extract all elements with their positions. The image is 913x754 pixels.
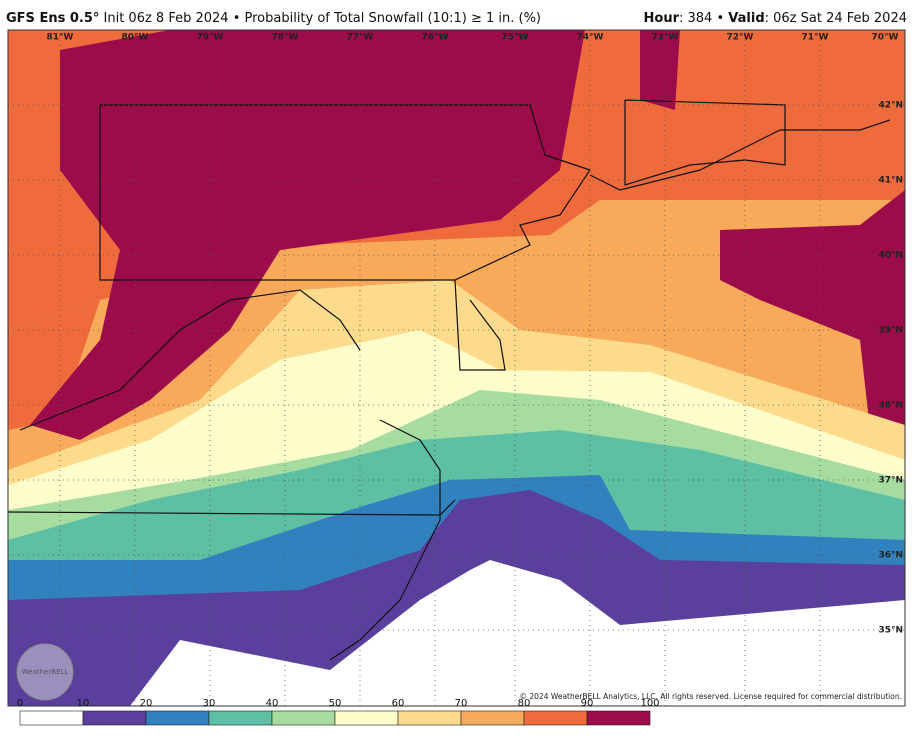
latitude-label: 38°N (878, 401, 903, 411)
snow-probability-field (8, 30, 905, 706)
latitude-label: 41°N (878, 176, 903, 186)
header-right: Hour: 384 • Valid: 06z Sat 24 Feb 2024 (644, 11, 907, 26)
colorbar-tick: 30 (203, 698, 216, 709)
longitude-label: 78°W (272, 33, 299, 43)
longitude-label: 75°W (502, 33, 529, 43)
map-frame (7, 29, 906, 707)
colorbar-tick: 20 (140, 698, 153, 709)
band (640, 30, 680, 110)
hour-label: Hour (644, 11, 680, 26)
colorbar-segment (208, 710, 273, 726)
colorbar-segment (397, 710, 462, 726)
colorbar-tick: 80 (518, 698, 531, 709)
band (720, 190, 905, 430)
longitude-label: 71°W (802, 33, 829, 43)
longitude-label: 70°W (872, 33, 899, 43)
colorbar-segment (271, 710, 336, 726)
band (8, 300, 100, 430)
hour-value: : 384 • (679, 11, 724, 26)
colorbar-segment (586, 710, 651, 726)
latitude-label: 40°N (878, 251, 903, 261)
longitude-label: 74°W (577, 33, 604, 43)
colorbar-segment (82, 710, 147, 726)
copyright: © 2024 WeatherBELL Analytics, LLC. All r… (520, 692, 902, 701)
longitude-label: 73°W (652, 33, 679, 43)
longitude-label: 80°W (122, 33, 149, 43)
colorbar-segment (523, 710, 588, 726)
band (30, 30, 585, 440)
colorbar-tick: 40 (266, 698, 279, 709)
colorbar-tick: 70 (455, 698, 468, 709)
latitude-label: 36°N (878, 551, 903, 561)
latitude-label: 42°N (878, 101, 903, 111)
colorbar-tick: 0 (17, 698, 23, 709)
colorbar-segment (145, 710, 210, 726)
valid-label: Valid (728, 11, 764, 26)
colorbar-tick: 100 (640, 698, 659, 709)
colorbar-tick: 50 (329, 698, 342, 709)
longitude-label: 72°W (727, 33, 754, 43)
longitude-labels: 81°W 80°W 79°W 78°W 77°W 76°W 75°W 74°W 73°W 72°W… (47, 33, 899, 43)
latitude-label: 35°N (878, 626, 903, 636)
colorbar-tick: 90 (581, 698, 594, 709)
logo (16, 643, 74, 701)
latitude-label: 39°N (878, 326, 903, 336)
latitude-labels: 42°N 41°N 40°N 39°N 38°N 37°N 36°N 35°N (878, 101, 903, 636)
valid-value: : 06z Sat 24 Feb 2024 (765, 11, 907, 26)
model: GFS Ens 0.5° (6, 11, 99, 26)
longitude-label: 79°W (197, 33, 224, 43)
colorbar-segment (19, 710, 84, 726)
longitude-label: 77°W (347, 33, 374, 43)
longitude-label: 81°W (47, 33, 74, 43)
colorbar: 0 10 20 30 40 50 60 70 80 90 100 (17, 698, 660, 726)
colorbar-tick: 60 (392, 698, 405, 709)
longitude-label: 76°W (422, 33, 449, 43)
logo-text: WeatherBELL (22, 668, 69, 676)
colorbar-segment (460, 710, 525, 726)
colorbar-segment (334, 710, 399, 726)
band (130, 560, 905, 706)
latitude-label: 37°N (878, 476, 903, 486)
description: Init 06z 8 Feb 2024 • Probability of Tot… (104, 11, 541, 26)
colorbar-tick: 10 (77, 698, 90, 709)
borders (8, 99, 891, 661)
header-left: GFS Ens 0.5° Init 06z 8 Feb 2024 • Proba… (6, 11, 541, 26)
